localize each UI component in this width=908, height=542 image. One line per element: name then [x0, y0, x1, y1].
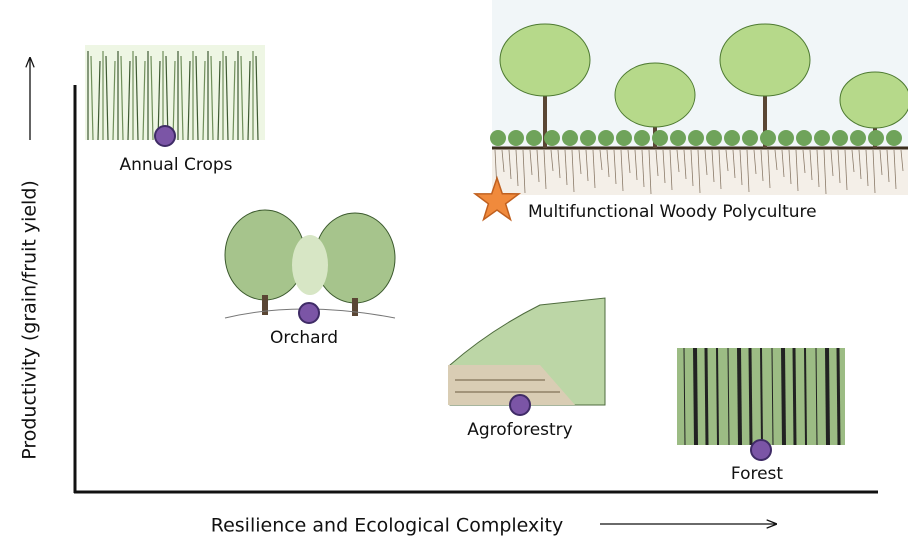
shrub — [652, 130, 668, 146]
tree-crown — [720, 24, 810, 96]
shrub — [598, 130, 614, 146]
shrub — [850, 130, 866, 146]
forest-trunk — [706, 348, 707, 445]
shrub — [760, 130, 776, 146]
shrub — [562, 130, 578, 146]
shrub — [832, 130, 848, 146]
forest-trunk — [783, 348, 784, 445]
forest-trunk — [717, 348, 718, 445]
tree-crown — [615, 63, 695, 127]
tree-crown — [840, 72, 908, 128]
shrub — [778, 130, 794, 146]
shrub — [670, 130, 686, 146]
agroforestry-illustration — [448, 298, 605, 405]
orchard-illustration — [225, 210, 395, 318]
x-axis-label: Resilience and Ecological Complexity — [211, 515, 564, 537]
shrub — [796, 130, 812, 146]
shrub — [616, 130, 632, 146]
node-label: Agroforestry — [467, 420, 572, 440]
shrub — [526, 130, 542, 146]
node-label: Multifunctional Woody Polyculture — [528, 202, 817, 222]
forest-trunk — [761, 348, 762, 445]
forest-trunk — [695, 348, 696, 445]
forest-illustration — [677, 348, 845, 445]
shrub — [508, 130, 524, 146]
node-marker — [155, 126, 175, 146]
annual-crops-illustration — [85, 45, 265, 140]
node-marker — [510, 395, 530, 415]
shrub — [886, 130, 902, 146]
forest-trunk — [805, 348, 806, 445]
shrub — [706, 130, 722, 146]
forest-trunk — [750, 348, 751, 445]
y-axis-label: Productivity (grain/fruit yield) — [19, 180, 41, 460]
shrub — [814, 130, 830, 146]
diagram: Productivity (grain/fruit yield) Resilie… — [0, 0, 908, 542]
forest-trunk — [838, 348, 839, 445]
forest-trunk — [739, 348, 740, 445]
shrub — [490, 130, 506, 146]
shrub — [868, 130, 884, 146]
node-marker — [299, 303, 319, 323]
forest-trunk — [827, 348, 828, 445]
node-marker — [751, 440, 771, 460]
node-label: Orchard — [270, 328, 338, 348]
node-label: Forest — [731, 464, 784, 484]
tree-crown — [500, 24, 590, 96]
shrub — [724, 130, 740, 146]
forest-trunk — [794, 348, 795, 445]
node-label: Annual Crops — [119, 155, 232, 175]
shrub — [580, 130, 596, 146]
shrub — [544, 130, 560, 146]
shrub — [688, 130, 704, 146]
polyculture-illustration — [490, 0, 908, 195]
shrub — [742, 130, 758, 146]
shrub — [634, 130, 650, 146]
